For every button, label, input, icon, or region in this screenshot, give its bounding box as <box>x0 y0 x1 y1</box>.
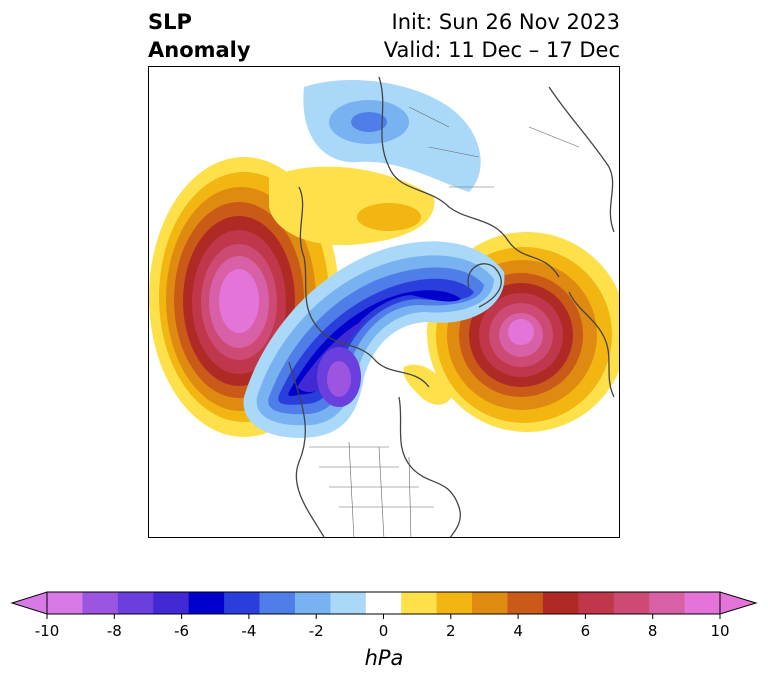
colorbar-swatch <box>578 592 615 614</box>
variable-title-line1: SLP <box>148 10 192 34</box>
colorbar-swatch <box>684 592 721 614</box>
colorbar-swatch <box>613 592 650 614</box>
colorbar-swatch <box>153 592 190 614</box>
colorbar-swatch <box>224 592 261 614</box>
colorbar-tick-label: -6 <box>174 622 189 640</box>
borders <box>309 106 580 537</box>
colorbar-swatch <box>330 592 367 614</box>
map-canvas <box>149 76 619 537</box>
anomaly-map <box>148 66 620 538</box>
asia-negative-anomaly <box>303 79 481 192</box>
date-info: Init: Sun 26 Nov 2023 Valid: 11 Dec – 17… <box>384 8 620 64</box>
colorbar-tick-label: 6 <box>581 622 591 640</box>
europe-high-anomaly <box>427 232 619 432</box>
arctic-negative-anomaly <box>243 241 505 438</box>
colorbar-swatch <box>188 592 225 614</box>
siberia-positive-anomaly <box>269 166 435 246</box>
colorbar-swatch <box>542 592 579 614</box>
colorbar-swatch <box>82 592 119 614</box>
pacific-high-anomaly <box>149 157 339 437</box>
colorbar-tick-label: 2 <box>446 622 456 640</box>
colorbar-tick-label: 0 <box>379 622 389 640</box>
colorbar-swatch <box>507 592 544 614</box>
colorbar-swatch <box>117 592 154 614</box>
colorbar-swatch <box>436 592 473 614</box>
colorbar-unit: hPa <box>364 646 404 670</box>
colorbar-swatch <box>259 592 296 614</box>
colorbar-swatch <box>472 592 508 614</box>
variable-title-line2: Anomaly <box>148 38 251 62</box>
colorbar-tick-label: 4 <box>513 622 523 640</box>
colorbar-swatch <box>365 592 402 614</box>
colorbar-tick-label: 8 <box>648 622 658 640</box>
coastlines <box>288 76 615 537</box>
colorbar-extend-max <box>719 591 758 615</box>
colorbar-tick-label: 10 <box>710 622 729 640</box>
colorbar-tick-label: -4 <box>241 622 256 640</box>
colorbar-swatch <box>47 592 83 614</box>
colorbar-swatch <box>649 592 686 614</box>
init-date: Init: Sun 26 Nov 2023 <box>391 10 620 34</box>
colorbar-swatch <box>294 592 331 614</box>
colorbar-tick-label: -2 <box>309 622 324 640</box>
hudson-positive-anomaly <box>403 364 454 405</box>
colorbar-swatch <box>401 592 438 614</box>
colorbar-tick-label: -8 <box>107 622 122 640</box>
colorbar: -10 -8 -6 -4 -2 0 2 4 6 8 10 <box>10 591 758 640</box>
colorbar-extend-min <box>10 591 48 615</box>
variable-title: SLP Anomaly <box>148 8 251 64</box>
colorbar-tick-label: -10 <box>35 622 60 640</box>
valid-range: Valid: 11 Dec – 17 Dec <box>383 38 620 62</box>
